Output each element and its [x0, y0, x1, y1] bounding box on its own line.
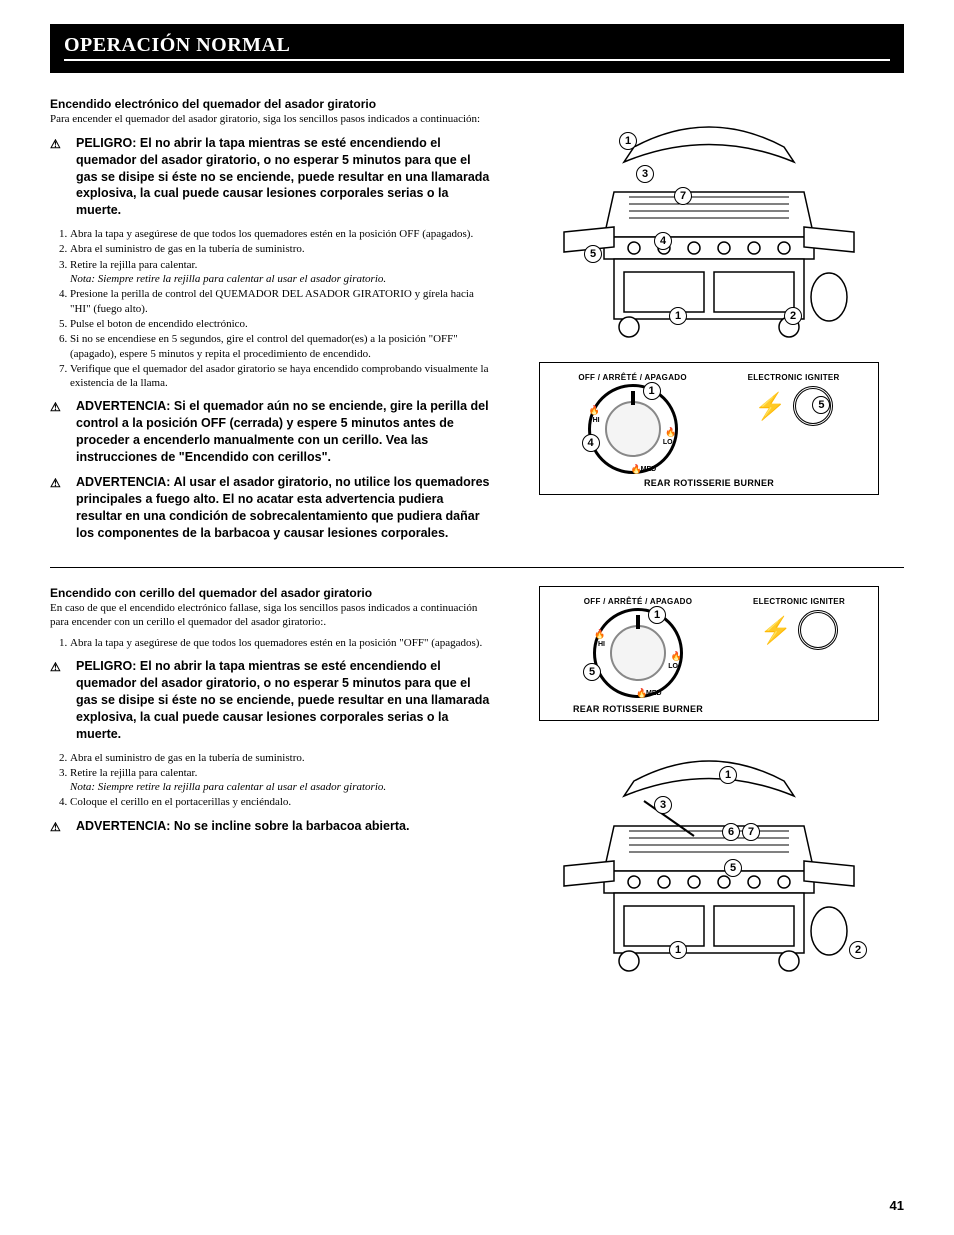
- step: Abra el suministro de gas en la tubería …: [70, 751, 490, 765]
- step: Abra el suministro de gas en la tubería …: [70, 242, 490, 256]
- callout: 5: [583, 663, 601, 681]
- step: Retire la rejilla para calentar. Nota: S…: [70, 258, 490, 287]
- dial-hi: HI: [598, 641, 605, 648]
- subhead-2: Encendido con cerillo del quemador del a…: [50, 586, 490, 600]
- bolt-icon: ⚡: [760, 617, 792, 643]
- step: Abra la tapa y asegúrese de que todos lo…: [70, 227, 490, 241]
- warning-2: ⚠ ADVERTENCIA: No se incline sobre la ba…: [50, 818, 490, 835]
- warning-icon: ⚠: [50, 819, 61, 835]
- subhead-1: Encendido electrónico del quemador del a…: [50, 97, 490, 111]
- dial-lo: LO: [663, 439, 673, 446]
- danger-text-2: PELIGRO: El no abrir la tapa mientras se…: [76, 659, 489, 741]
- bolt-icon: ⚡: [754, 393, 786, 419]
- callout: 5: [584, 245, 602, 263]
- warning-1b: ⚠ ADVERTENCIA: Al usar el asador girator…: [50, 474, 490, 542]
- intro-2: En caso de que el encendido electrónico …: [50, 602, 490, 630]
- section-match-ignition: Encendido con cerillo del quemador del a…: [50, 586, 904, 986]
- warning-text-2: ADVERTENCIA: No se incline sobre la barb…: [76, 819, 409, 833]
- dial-off-label: OFF / ARRÊTÉ / APAGADO: [578, 373, 687, 382]
- callout: 1: [619, 132, 637, 150]
- flame-icon: 🔥: [589, 405, 600, 416]
- page-number: 41: [890, 1198, 904, 1213]
- igniter-label: ELECTRONIC IGNITER: [748, 373, 840, 382]
- step: Pulse el boton de encendido electrónico.: [70, 317, 490, 331]
- grill-diagram-2: 1 3 6 7 5 1 2: [544, 731, 874, 986]
- callout: 3: [636, 165, 654, 183]
- danger-text-1: PELIGRO: El no abrir la tapa mientras se…: [76, 136, 489, 218]
- warning-icon: ⚠: [50, 475, 61, 491]
- note: Nota: Siempre retire la rejilla para cal…: [70, 273, 386, 285]
- steps-list-2b: Abra el suministro de gas en la tubería …: [50, 751, 490, 810]
- step: Abra la tapa y asegúrese de que todos lo…: [70, 636, 490, 650]
- step: Verifique que el quemador del asador gir…: [70, 362, 490, 391]
- note: Nota: Siempre retire la rejilla para cal…: [70, 781, 386, 793]
- step: Presione la perilla de control del QUEMA…: [70, 287, 490, 316]
- warning-1a: ⚠ ADVERTENCIA: Si el quemador aún no se …: [50, 398, 490, 466]
- section-electronic-ignition: Encendido electrónico del quemador del a…: [50, 97, 904, 549]
- igniter-label: ELECTRONIC IGNITER: [753, 597, 845, 606]
- intro-1: Para encender el quemador del asador gir…: [50, 113, 490, 127]
- dial-med: MED: [646, 690, 662, 697]
- igniter-button: [798, 610, 838, 650]
- header-bar: OPERACIÓN NORMAL: [50, 24, 904, 73]
- section-divider: [50, 567, 904, 568]
- callout: 7: [674, 187, 692, 205]
- flame-icon: 🔥: [671, 651, 682, 662]
- danger-2: ⚠ PELIGRO: El no abrir la tapa mientras …: [50, 658, 490, 742]
- callout: 1: [643, 382, 661, 400]
- callout: 4: [582, 434, 600, 452]
- dial-med: MED: [641, 466, 657, 473]
- dial-hi: HI: [593, 417, 600, 424]
- steps-list-1: Abra la tapa y asegúrese de que todos lo…: [50, 227, 490, 390]
- flame-icon: 🔥: [594, 629, 605, 640]
- grill-diagram-1: 1 3 7 5 4 1 2: [544, 97, 874, 352]
- callout: 4: [654, 232, 672, 250]
- callout: 1: [669, 307, 687, 325]
- step: Si no se encendiese en 5 segundos, gire …: [70, 332, 490, 361]
- rotisserie-dial: 🔥 HI 🔥 LO 🔥 MED: [588, 384, 678, 474]
- danger-1: ⚠ PELIGRO: El no abrir la tapa mientras …: [50, 135, 490, 219]
- step: Retire la rejilla para calentar. Nota: S…: [70, 766, 490, 795]
- warning-icon: ⚠: [50, 659, 61, 675]
- warning-text-1a: ADVERTENCIA: Si el quemador aún no se en…: [76, 399, 489, 464]
- warning-text-1b: ADVERTENCIA: Al usar el asador giratorio…: [76, 475, 490, 540]
- rotisserie-dial: 🔥 HI 🔥 LO 🔥 MED: [593, 608, 683, 698]
- page-title: OPERACIÓN NORMAL: [64, 34, 890, 61]
- callout: 2: [784, 307, 802, 325]
- dial-panel-1: OFF / ARRÊTÉ / APAGADO 🔥 HI 🔥 LO 🔥 MED: [539, 362, 879, 495]
- warning-icon: ⚠: [50, 136, 61, 152]
- burner-label: REAR ROTISSERIE BURNER: [548, 478, 870, 488]
- dial-lo: LO: [668, 663, 678, 670]
- flame-icon: 🔥: [665, 427, 676, 438]
- step: Coloque el cerillo en el portacerillas y…: [70, 795, 490, 809]
- dial-panel-2: OFF / ARRÊTÉ / APAGADO 🔥 HI 🔥 LO 🔥 MED: [539, 586, 879, 721]
- dial-off-label: OFF / ARRÊTÉ / APAGADO: [584, 597, 693, 606]
- burner-label: REAR ROTISSERIE BURNER: [573, 704, 703, 714]
- warning-icon: ⚠: [50, 399, 61, 415]
- steps-list-2a: Abra la tapa y asegúrese de que todos lo…: [50, 636, 490, 650]
